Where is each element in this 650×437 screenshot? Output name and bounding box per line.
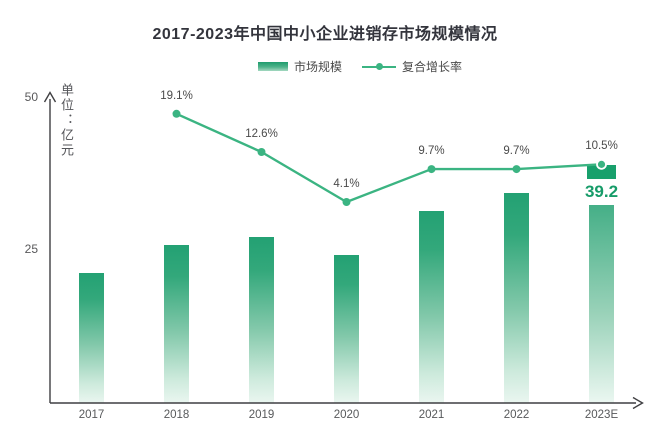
- growth-rate-point-2019: [257, 148, 266, 157]
- growth-rate-point-2022: [512, 165, 521, 174]
- x-axis-label-2017: 2017: [78, 409, 105, 421]
- growth-rate-line-layer: [172, 109, 607, 206]
- line-series-marker-icon: [362, 62, 397, 71]
- legend-item-market-size: 市场规模: [258, 58, 342, 75]
- bar-2021: [419, 210, 444, 403]
- x-axis-label-2019: 2019: [248, 409, 275, 421]
- chart-title: 2017-2023年中国中小企业进销存市场规模情况: [152, 26, 498, 43]
- bar-2022: [504, 193, 529, 403]
- bar-2018: [164, 244, 189, 403]
- bar-2023E: [589, 205, 614, 403]
- x-axis-arrow-icon: [632, 396, 644, 410]
- legend-line-label: 复合增长率: [402, 60, 463, 74]
- growth-rate-label-2019: 12.6%: [245, 128, 278, 140]
- legend-bar-label: 市场规模: [294, 60, 343, 74]
- bar-2020: [334, 255, 359, 403]
- growth-rate-label-2022: 9.7%: [503, 145, 530, 158]
- growth-rate-label-2021: 9.7%: [418, 145, 445, 158]
- legend-item-growth-rate: 复合增长率: [362, 58, 462, 75]
- x-axis-label-2018: 2018: [163, 409, 190, 421]
- x-axis-label-2022: 2022: [503, 409, 530, 421]
- bar-2017: [79, 272, 104, 403]
- growth-rate-point-2018: [172, 109, 181, 118]
- bar-series-swatch-icon: [258, 62, 288, 71]
- legend: 市场规模 复合增长率: [258, 58, 462, 75]
- y-axis-tick-25: 25: [24, 242, 38, 256]
- bar-2023E-cap: [587, 164, 616, 179]
- x-axis-label-2023E: 2023E: [584, 409, 619, 421]
- x-axis-label-2021: 2021: [418, 409, 445, 421]
- x-axis-label-2020: 2020: [333, 409, 360, 421]
- growth-rate-label-2023E: 10.5%: [585, 140, 618, 153]
- growth-rate-point-2020: [342, 197, 351, 206]
- y-axis-tick-50: 50: [24, 90, 38, 104]
- bar-value-label-2023E: 39.2: [584, 181, 619, 201]
- growth-rate-line: [175, 112, 603, 204]
- y-axis-arrow-icon: [43, 91, 57, 103]
- growth-rate-point-2021: [427, 165, 436, 174]
- growth-rate-label-2018: 19.1%: [160, 89, 193, 102]
- y-axis-unit-label: 单位：亿元: [59, 83, 74, 158]
- growth-rate-point-2023E: [596, 158, 607, 170]
- axes: [43, 91, 644, 410]
- growth-rate-label-2020: 4.1%: [333, 177, 360, 190]
- bar-2019: [249, 237, 274, 403]
